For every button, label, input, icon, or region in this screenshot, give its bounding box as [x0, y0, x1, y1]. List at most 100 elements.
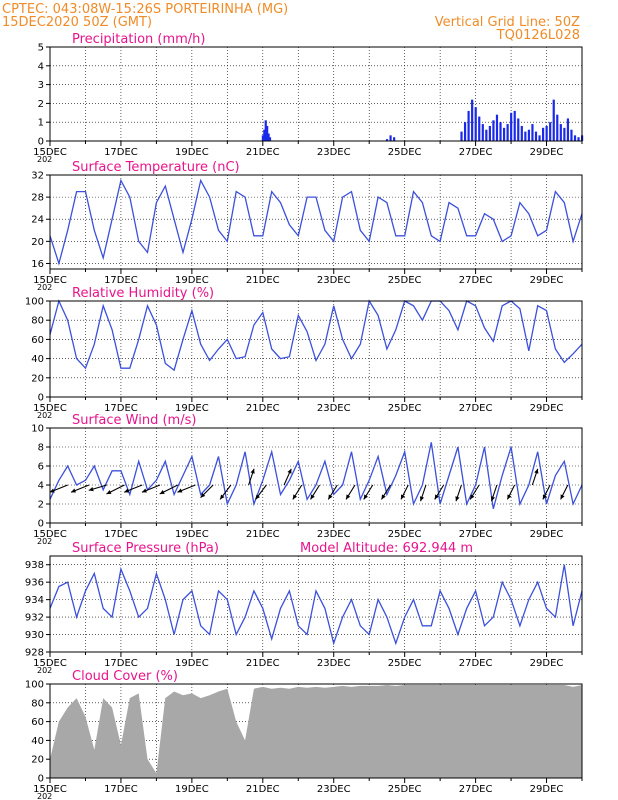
temperature-xtick-label: 25DEC	[388, 275, 422, 286]
precipitation-xtick-label: 19DEC	[175, 147, 209, 158]
wind-arrow-head	[287, 468, 292, 474]
precipitation-bar	[467, 110, 470, 141]
temperature-ytick-label: 24	[31, 215, 44, 226]
panel-humidity: 0 20 40 60 80 100 15DEC 17DEC 19DEC 21DEC 23DEC 25D…	[25, 286, 583, 420]
precipitation-bar	[513, 110, 516, 141]
precipitation-ytick-label: 5	[38, 43, 44, 54]
wind-vector-arrow	[400, 484, 409, 500]
precipitation-xtick-label: 25DEC	[388, 147, 422, 158]
precipitation-bar	[481, 124, 484, 141]
wind-arrow-head	[560, 494, 565, 500]
wind-arrow-head	[292, 494, 298, 500]
wind-arrow-head	[470, 494, 475, 500]
precipitation-xtick-label: 27DEC	[459, 147, 493, 158]
precipitation-bar	[463, 122, 467, 141]
humidity-xtick-label: 19DEC	[175, 403, 209, 414]
precipitation-bar	[393, 137, 396, 141]
precipitation-frame	[49, 46, 583, 142]
header-model: TQ0126L028	[496, 28, 580, 43]
precipitation-bar	[556, 114, 559, 141]
precipitation-ytick-label: 3	[38, 80, 44, 91]
wind-vector-arrow	[159, 484, 178, 495]
wind-vector-arrow	[88, 484, 107, 492]
panel-temperature: 16 20 24 28 32 15DEC 17DEC 19DEC 21DEC 23DEC 25DEC…	[31, 160, 583, 292]
cloud-cover-xtick-label: 19DEC	[175, 784, 209, 795]
precipitation-xtick-label: 15DEC	[33, 147, 67, 158]
precipitation-bar	[266, 125, 269, 141]
wind-arrow-head	[434, 494, 439, 500]
cloud-cover-xtick-label: 15DEC	[33, 784, 67, 795]
precipitation-bar	[559, 124, 562, 141]
cloud-cover-area	[50, 684, 582, 778]
wind-vector-arrow	[345, 484, 356, 500]
precipitation-bar	[488, 125, 491, 141]
wind-arrow-head	[200, 492, 206, 498]
temperature-ytick-label: 16	[31, 259, 44, 270]
precipitation-bar	[506, 124, 509, 141]
precipitation-bar	[474, 107, 477, 141]
wind-ytick-label: 10	[31, 424, 44, 435]
precipitation-title: Precipitation (mm/h)	[72, 32, 205, 47]
wind-vector-arrow	[177, 484, 196, 493]
wind-xtick-label: 19DEC	[175, 529, 209, 540]
cloud-cover-xtick-label: 17DEC	[104, 784, 138, 795]
cloud-cover-xtick-label: 27DEC	[459, 784, 493, 795]
temperature-xtick-label: 17DEC	[104, 275, 138, 286]
precipitation-bar	[460, 131, 463, 141]
wind-vector-arrow	[560, 484, 569, 500]
temperature-ytick-label: 28	[31, 193, 44, 204]
wind-ytick-label: 4	[38, 481, 44, 492]
wind-arrow-head	[88, 487, 94, 492]
cloud-cover-ytick-label: 80	[31, 698, 44, 709]
panel-cloud-cover: 0 20 40 60 80 100 15DEC 17DEC 19DEC 21DEC 23DEC 25D…	[25, 669, 583, 800]
temperature-ytick-label: 20	[31, 237, 44, 248]
temperature-xtick-label: 29DEC	[530, 275, 564, 286]
pressure-ytick-label: 928	[25, 648, 44, 659]
wind-arrow-head	[346, 494, 351, 500]
cloud-cover-xtick-label: 25DEC	[388, 784, 422, 795]
pressure-xtick-label: 25DEC	[388, 658, 422, 669]
precipitation-xtick-label: 17DEC	[104, 147, 138, 158]
wind-arrow-head	[507, 494, 512, 500]
pressure-xtick-label: 27DEC	[459, 658, 493, 669]
wind-vector-arrow	[200, 484, 214, 498]
precipitation-bar	[527, 129, 530, 141]
precipitation-bar	[534, 131, 538, 141]
precipitation-bar	[538, 135, 541, 141]
precipitation-ytick-label: 4	[38, 61, 44, 72]
humidity-ytick-label: 60	[31, 335, 44, 346]
cloud-cover-ytick-label: 0	[38, 774, 44, 785]
precipitation-bar	[573, 135, 577, 141]
humidity-frame	[49, 300, 583, 398]
pressure-year-fragment: 202	[37, 666, 52, 675]
pressure-xtick-label: 23DEC	[317, 658, 351, 669]
wind-vector-arrow	[70, 484, 90, 493]
wind-vector-arrow	[363, 484, 374, 500]
cloud-cover-year-fragment: 202	[37, 792, 52, 800]
wind-xtick-label: 23DEC	[317, 529, 351, 540]
humidity-ytick-label: 100	[25, 297, 44, 308]
precipitation-bar	[268, 137, 272, 141]
wind-vector-arrow	[248, 468, 255, 486]
pressure-annotation: Model Altitude: 692.944 m	[300, 541, 473, 556]
precipitation-bar	[517, 118, 520, 141]
pressure-xtick-label: 15DEC	[33, 658, 67, 669]
cloud-cover-frame	[49, 683, 583, 779]
precipitation-bar	[263, 129, 266, 141]
precipitation-ytick-label: 1	[38, 118, 44, 129]
wind-arrow-head	[534, 468, 539, 474]
wind-vector-arrow	[434, 484, 445, 500]
precipitation-bar	[549, 122, 552, 141]
header-grid-line: Vertical Grid Line: 50Z	[435, 15, 580, 30]
wind-arrow-head	[455, 496, 460, 502]
humidity-title: Relative Humidity (%)	[72, 286, 214, 301]
precipitation-bar	[541, 127, 545, 141]
panels: 0 1 2 3 4 5 15DEC 17DEC 19DEC 21DEC 23DEC 25DEC 27DE…	[25, 32, 584, 800]
precipitation-ytick-label: 0	[38, 137, 44, 148]
humidity-xtick-label: 29DEC	[530, 403, 564, 414]
wind-ytick-label: 2	[38, 500, 44, 511]
header-station: CPTEC: 043:08W-15:26S PORTEIRINHA (MG)	[2, 2, 288, 17]
humidity-xtick-label: 17DEC	[104, 403, 138, 414]
humidity-xtick-label: 15DEC	[33, 403, 67, 414]
wind-vector-arrow	[381, 484, 391, 500]
